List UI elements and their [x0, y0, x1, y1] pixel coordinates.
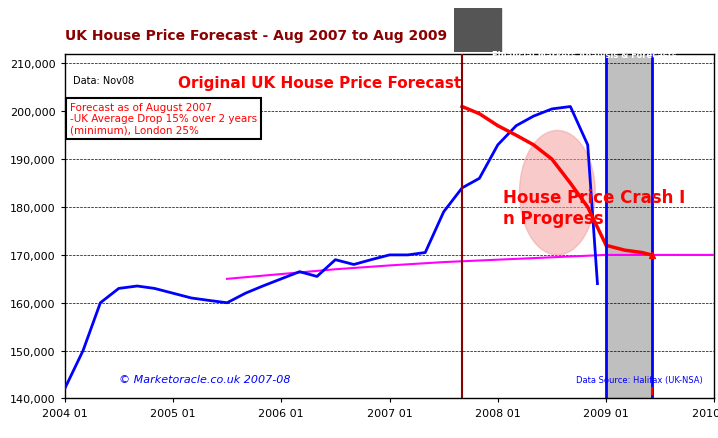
Text: UK House Price Forecast - Aug 2007 to Aug 2009: UK House Price Forecast - Aug 2007 to Au…: [65, 28, 447, 42]
Text: Data: Nov08: Data: Nov08: [73, 76, 134, 86]
Ellipse shape: [519, 131, 595, 255]
Text: House Price Crash I
n Progress: House Price Crash I n Progress: [503, 188, 686, 227]
Bar: [454, 9, 501, 53]
Text: Data Source: Halifax (UK-NSA): Data Source: Halifax (UK-NSA): [576, 375, 702, 384]
Text: Forecast as of August 2007
-UK Average Drop 15% over 2 years
(minimum), London 2: Forecast as of August 2007 -UK Average D…: [70, 102, 257, 136]
Text: Financial Markets Analysis & Forecasts: Financial Markets Analysis & Forecasts: [492, 51, 677, 60]
Bar: [606, 55, 652, 399]
Text: Original UK House Price Forecast: Original UK House Price Forecast: [178, 76, 462, 91]
Text: © Marketoracle.co.uk 2007-08: © Marketoracle.co.uk 2007-08: [118, 374, 290, 384]
Text: MarketOracle.co.uk: MarketOracle.co.uk: [527, 23, 694, 38]
